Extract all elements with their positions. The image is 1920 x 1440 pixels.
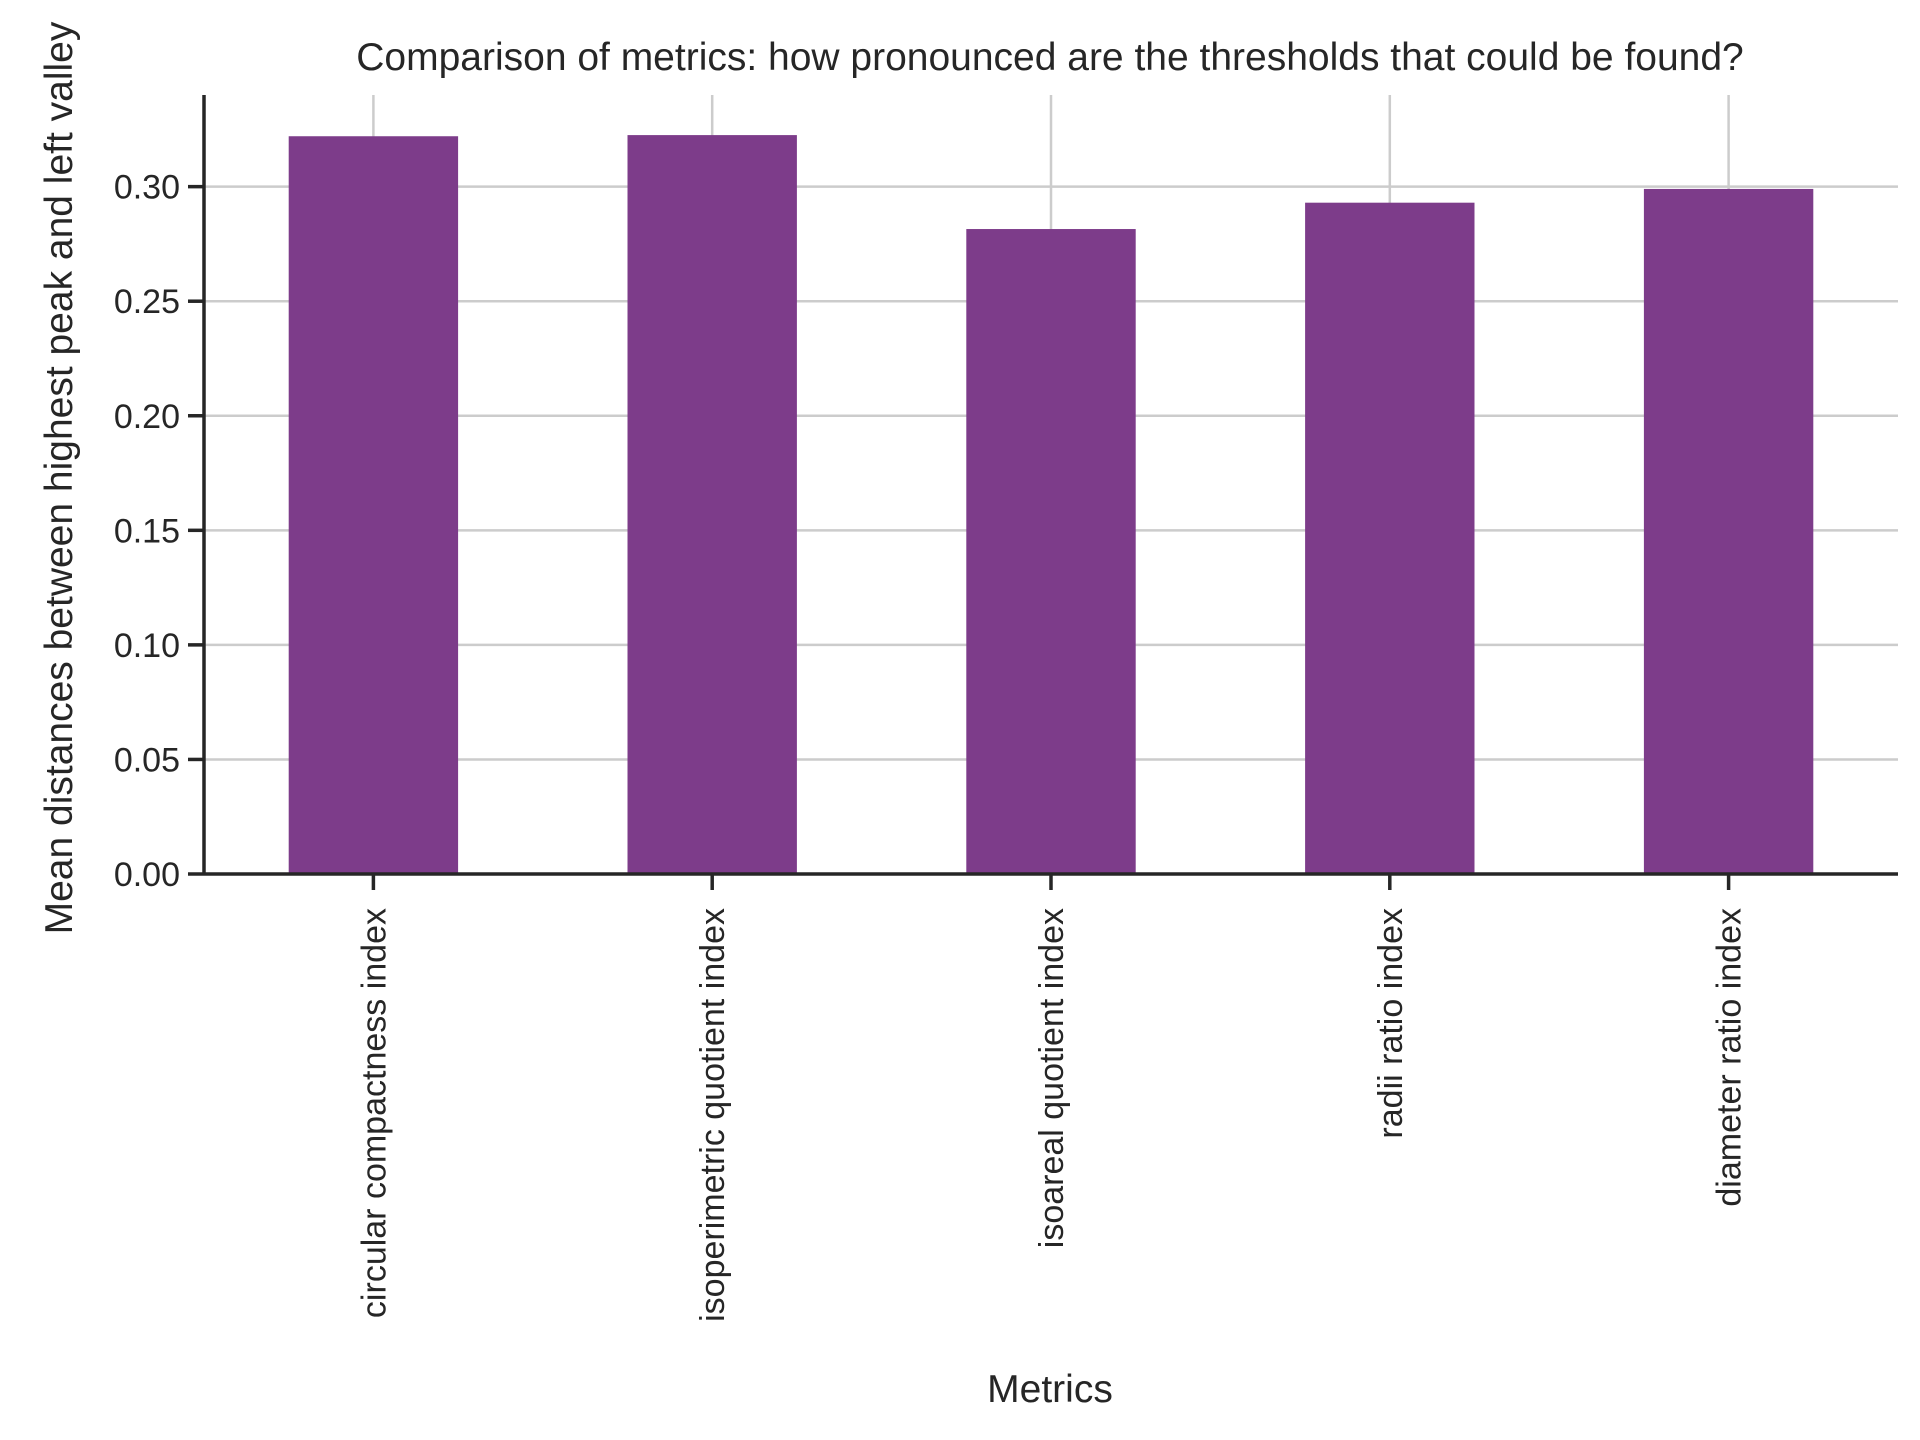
x-category-label: diameter ratio index xyxy=(1711,908,1749,1207)
x-category-label: isoperimetric quotient index xyxy=(694,908,732,1322)
bar xyxy=(288,136,459,874)
y-tick-label: 0.00 xyxy=(114,856,180,894)
labels-layer: 0.00 0.05 0.10 0.15 0.20 0.25 0.30 circular com… xyxy=(114,169,1749,1322)
axes-layer xyxy=(188,95,1898,890)
bar xyxy=(966,229,1136,875)
x-axis-label: Metrics xyxy=(987,1368,1113,1411)
y-axis-label: Mean distances between highest peak and … xyxy=(38,21,81,934)
y-tick-label: 0.20 xyxy=(114,398,180,436)
y-tick-label: 0.15 xyxy=(114,512,180,550)
y-tick-label: 0.10 xyxy=(114,627,180,665)
y-tick-label: 0.30 xyxy=(114,169,180,207)
x-category-label: isoareal quotient index xyxy=(1033,908,1071,1248)
bar xyxy=(1305,202,1475,874)
x-category-label: circular compactness index xyxy=(355,908,393,1318)
bar xyxy=(1643,188,1814,874)
y-tick-label: 0.25 xyxy=(114,283,180,321)
bar xyxy=(627,135,797,874)
x-category-label: radii ratio index xyxy=(1372,908,1410,1139)
bars-layer xyxy=(288,135,1814,875)
chart-title: Comparison of metrics: how pronounced ar… xyxy=(356,36,1744,79)
y-tick-label: 0.05 xyxy=(114,741,180,779)
